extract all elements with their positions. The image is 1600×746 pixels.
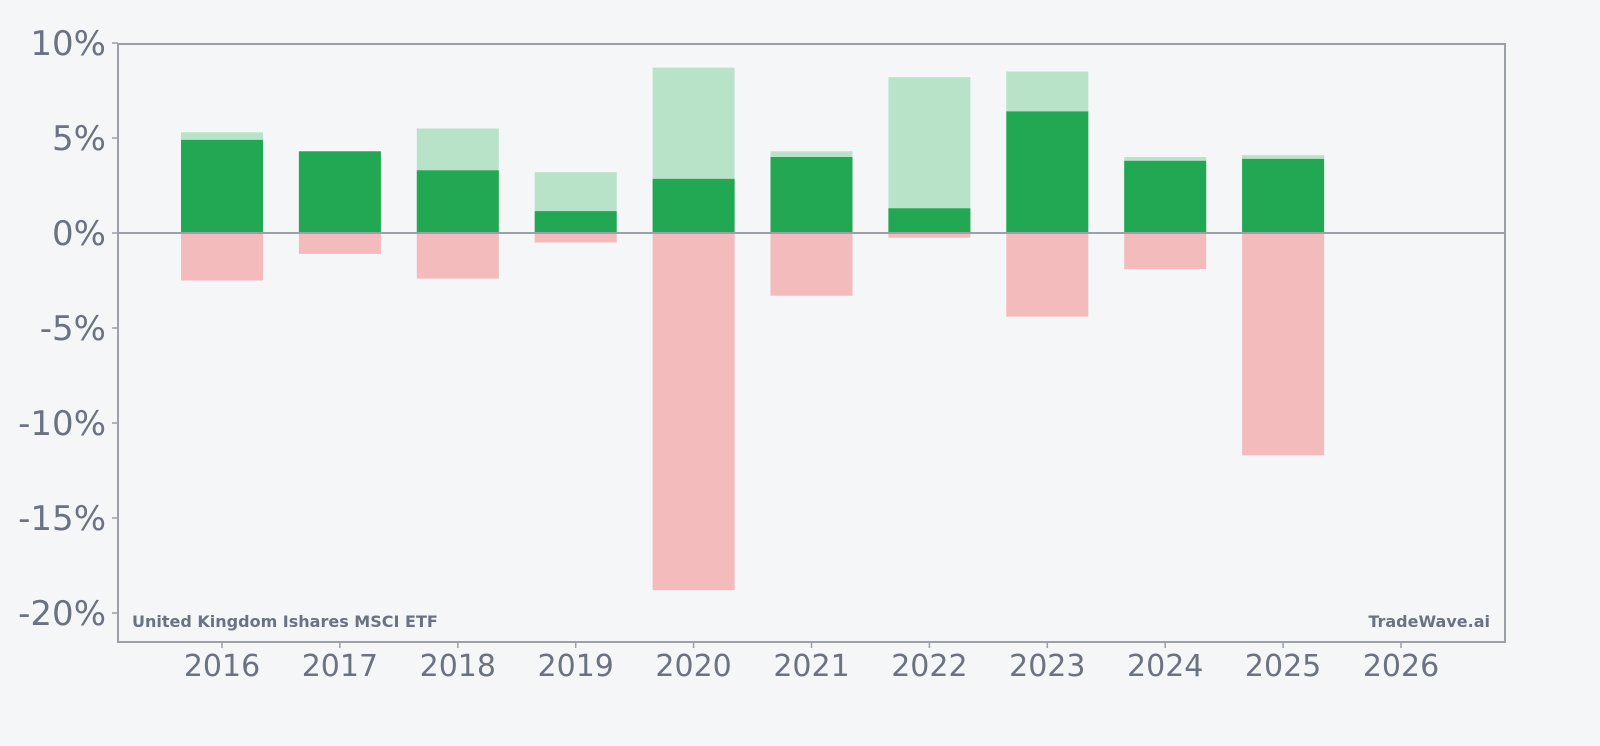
y-tick-label: -15%	[18, 499, 106, 539]
bars-group	[181, 67, 1325, 591]
x-tick-label: 2020	[655, 649, 731, 684]
x-tick-label: 2024	[1127, 649, 1203, 684]
drawdown-bar	[416, 233, 499, 279]
x-tick-label: 2017	[302, 649, 378, 684]
x-axis: 2016 2017 2018 2019 2020 2021 2022 2023 2024 2025…	[184, 642, 1439, 684]
return-bar	[416, 170, 499, 233]
drawdown-bar	[1006, 233, 1089, 317]
return-bar	[652, 178, 735, 233]
etf-name-label: United Kingdom Ishares MSCI ETF	[132, 612, 438, 631]
return-bar	[1242, 158, 1325, 233]
drawdown-bar	[534, 233, 617, 243]
brand-label: TradeWave.ai	[1368, 612, 1490, 631]
y-tick-label: 0%	[52, 214, 106, 254]
return-bar	[888, 208, 971, 233]
y-tick-label: 5%	[52, 119, 106, 159]
return-bar	[298, 151, 381, 233]
return-bar	[534, 211, 617, 233]
return-bar	[1006, 111, 1089, 233]
drawdown-bar	[298, 233, 381, 254]
y-tick-label: -20%	[18, 594, 106, 634]
x-tick-label: 2018	[420, 649, 496, 684]
x-tick-label: 2022	[891, 649, 967, 684]
drawdown-bar	[181, 233, 263, 281]
return-bar	[181, 139, 263, 233]
y-tick-label: 10%	[30, 24, 106, 64]
drawdown-bar	[770, 233, 853, 296]
x-tick-label: 2021	[773, 649, 849, 684]
drawdown-bar	[1242, 233, 1325, 456]
y-axis: 10% 5% 0% -5% -10% -15% -20%	[18, 24, 118, 634]
y-tick-label: -5%	[40, 309, 106, 349]
return-bar	[770, 157, 853, 233]
return-bar	[1124, 160, 1207, 233]
drawdown-bar	[1124, 233, 1207, 270]
drawdown-bar	[888, 233, 971, 238]
y-tick-label: -10%	[18, 404, 106, 444]
x-tick-label: 2016	[184, 649, 260, 684]
drawdown-bar	[652, 233, 735, 591]
x-tick-label: 2026	[1363, 649, 1439, 684]
x-tick-label: 2019	[538, 649, 614, 684]
x-tick-label: 2025	[1245, 649, 1321, 684]
gain-bar	[888, 77, 971, 233]
x-tick-label: 2023	[1009, 649, 1085, 684]
